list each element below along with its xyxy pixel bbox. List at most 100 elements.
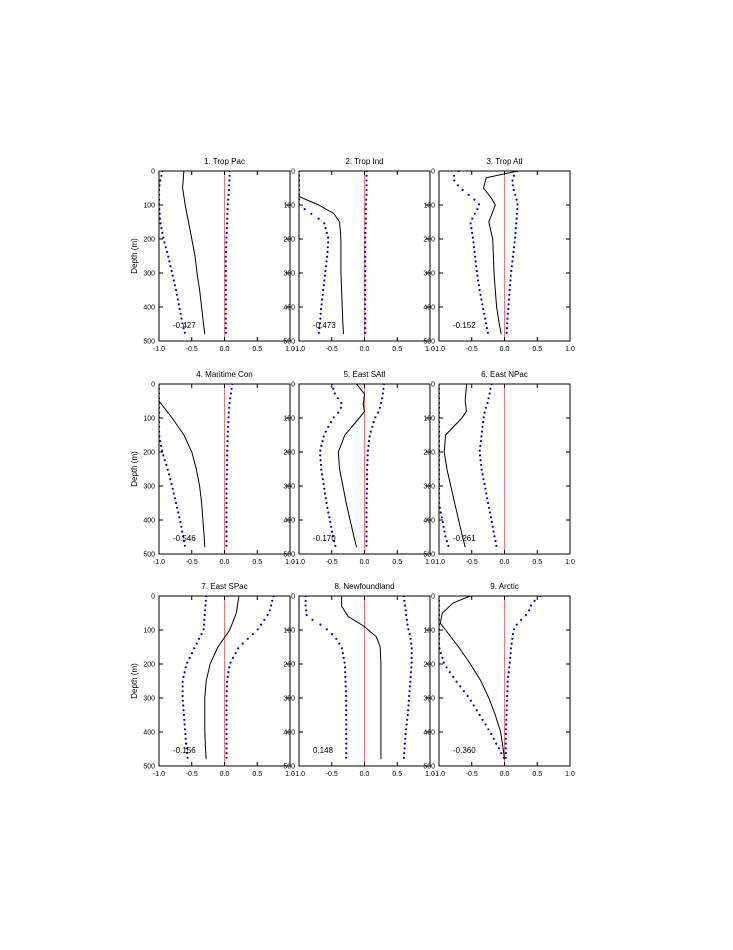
dotted-point-left [320,444,323,447]
dotted-point-left [321,478,324,481]
dotted-point-left [178,307,181,311]
dotted-point-left [345,732,348,736]
dotted-point-right [225,535,228,538]
dotted-point-right [365,544,368,547]
dotted-point-right [226,430,229,433]
dotted-point-left [181,530,184,533]
dotted-point-left [198,637,201,640]
panel-title: 6. East NPac [481,370,528,379]
y-tick-label: 0 [151,382,155,389]
dotted-point-right [504,742,507,745]
dotted-point-right [364,231,367,234]
dotted-point-right [488,392,491,395]
y-tick-label: 500 [283,764,295,771]
dotted-point-left [179,520,182,524]
dotted-point-right [487,506,491,509]
dotted-point-right [225,742,228,745]
y-tick-label: 400 [423,518,435,525]
correlation-annotation: -0.170 [313,534,336,543]
dotted-point-left [345,699,348,702]
dotted-point-left [483,312,486,315]
dotted-point-right [511,637,514,640]
dotted-point-left [345,704,348,707]
dotted-point-right [227,421,230,424]
dotted-point-left [474,260,477,263]
dotted-point-left [177,511,180,514]
dotted-point-right [226,449,229,452]
dotted-point-left [182,709,185,712]
dotted-point-right [506,312,509,315]
solid-profile-line [337,384,366,548]
x-tick-label: 0.5 [252,771,262,778]
dotted-point-right [404,732,407,736]
dotted-point-right [406,713,409,717]
dotted-point-right [364,303,367,306]
dotted-point-left [445,540,448,543]
dotted-point-right [492,530,495,533]
dotted-point-left [469,222,472,225]
dotted-point-left [471,217,474,220]
dotted-point-left [183,331,186,334]
dotted-point-left [469,699,472,702]
dotted-point-left [325,231,328,234]
dotted-point-left [202,628,205,631]
dotted-point-left [319,623,322,626]
y-tick-label: 200 [283,237,295,244]
dotted-point-left [175,293,178,296]
dotted-point-right [365,179,368,182]
y-tick-label: 400 [283,518,295,525]
x-tick-label: -1.0 [293,559,305,566]
dotted-point-left [495,742,498,745]
dotted-point-left [492,737,495,740]
dotted-point-left [475,269,478,273]
dotted-point-right [479,440,482,443]
dotted-point-right [226,203,229,206]
y-tick-label: 100 [283,416,295,423]
x-tick-label: 0.0 [500,771,510,778]
dotted-point-right [365,530,368,533]
y-tick-label: 300 [423,271,435,278]
dotted-point-right [512,250,515,253]
dotted-point-right [512,246,516,249]
dotted-point-left [345,723,348,726]
dotted-point-right [271,599,274,602]
dotted-point-right [228,174,231,177]
dotted-point-right [515,217,518,220]
dotted-point-left [181,680,184,683]
dotted-point-left [330,525,333,528]
dotted-point-left [444,535,447,538]
dotted-point-right [365,492,368,495]
dotted-point-right [365,198,368,201]
y-tick-label: 300 [283,696,295,703]
dotted-point-left [477,203,481,206]
dotted-point-left [167,473,171,476]
dotted-point-left [344,675,347,679]
dotted-point-left [471,231,474,234]
dotted-point-right [407,628,410,631]
dotted-point-right [364,236,367,239]
dotted-point-right [366,473,369,476]
dotted-point-right [225,540,228,543]
dotted-point-left [336,397,339,400]
y-tick-label: 200 [423,662,435,669]
solid-profile-line [299,171,344,335]
dotted-point-right [403,747,406,750]
dotted-point-right [228,179,231,182]
dotted-point-right [508,288,511,292]
dotted-point-left [159,222,162,225]
dotted-point-right [227,188,230,192]
dotted-point-right [487,397,490,400]
dotted-point-left [502,756,505,759]
dotted-point-right [224,284,227,287]
dotted-point-right [364,222,367,225]
panel-7: 7. East SPac -1.0 -0.5 0.0 0.5 1.0 0 100 200 300 4… [130,582,295,778]
dotted-point-right [229,392,232,395]
dotted-point-left [462,690,465,693]
dotted-point-right [509,656,512,660]
x-tick-label: -0.5 [466,559,478,566]
dotted-point-right [489,387,492,390]
dotted-point-right [409,675,412,679]
x-tick-label: -1.0 [153,346,165,353]
dotted-point-left [481,718,484,721]
dotted-point-right [225,737,228,740]
